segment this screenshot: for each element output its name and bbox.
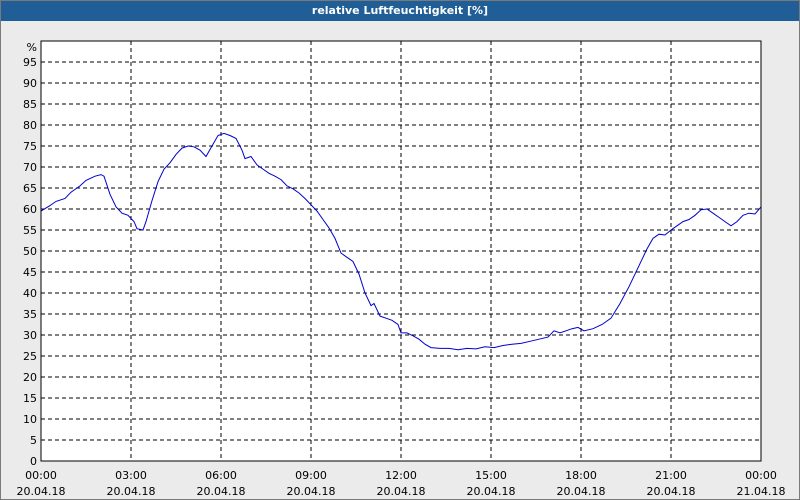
y-tick-label: 40 (23, 287, 37, 300)
x-tick-time-label: 03:00 (115, 469, 147, 482)
x-tick-time-label: 15:00 (475, 469, 507, 482)
y-tick-label: 35 (23, 308, 37, 321)
y-tick-label: 25 (23, 350, 37, 363)
grid-lines (41, 41, 761, 461)
x-tick-date-label: 20.04.18 (197, 485, 246, 498)
y-tick-label: 55 (23, 224, 37, 237)
x-tick-date-label: 20.04.18 (467, 485, 516, 498)
x-axis-ticks: 00:00 20.04.18 03:00 20.04.18 06:00 20.04.18 0… (17, 469, 786, 498)
x-tick-time-label: 00:00 (25, 469, 57, 482)
x-tick-date-label: 20.04.18 (107, 485, 156, 498)
chart-title: relative Luftfeuchtigkeit [%] (1, 1, 799, 21)
x-tick-time-label: 12:00 (385, 469, 417, 482)
y-tick-label: 80 (23, 119, 37, 132)
x-tick-date-label: 20.04.18 (647, 485, 696, 498)
y-tick-label: 70 (23, 161, 37, 174)
humidity-series-line (40, 132, 762, 351)
x-tick-date-label: 21.04.18 (737, 485, 786, 498)
y-tick-label: 60 (23, 203, 37, 216)
y-tick-label: 10 (23, 413, 37, 426)
y-tick-label: 75 (23, 140, 37, 153)
y-tick-label: 30 (23, 329, 37, 342)
x-tick-date-label: 20.04.18 (557, 485, 606, 498)
x-tick-time-label: 06:00 (205, 469, 237, 482)
data-series (40, 132, 762, 351)
y-tick-label: 45 (23, 266, 37, 279)
y-tick-label: 65 (23, 182, 37, 195)
y-tick-label: 90 (23, 77, 37, 90)
y-tick-label: 50 (23, 245, 37, 258)
y-tick-label: 20 (23, 371, 37, 384)
x-tick-time-label: 21:00 (655, 469, 687, 482)
y-tick-label: 95 (23, 56, 37, 69)
x-tick-time-label: 18:00 (565, 469, 597, 482)
y-axis-ticks: 0 5 10 15 20 25 30 35 40 45 50 55 60 65 70 75 80 85 90 95 (23, 56, 37, 468)
plot-border (40, 40, 762, 462)
humidity-chart: 0 5 10 15 20 25 30 35 40 45 50 55 60 65 70 75 80 85 90 95 0… (17, 40, 786, 498)
y-axis-unit-label: % (27, 41, 37, 54)
x-tick-date-label: 20.04.18 (377, 485, 426, 498)
x-tick-date-label: 20.04.18 (17, 485, 66, 498)
x-tick-time-label: 00:00 (745, 469, 777, 482)
y-tick-label: 5 (30, 434, 37, 447)
x-tick-date-label: 20.04.18 (287, 485, 336, 498)
y-tick-label: 0 (30, 455, 37, 468)
x-tick-time-label: 09:00 (295, 469, 327, 482)
y-tick-label: 15 (23, 392, 37, 405)
y-tick-label: 85 (23, 98, 37, 111)
